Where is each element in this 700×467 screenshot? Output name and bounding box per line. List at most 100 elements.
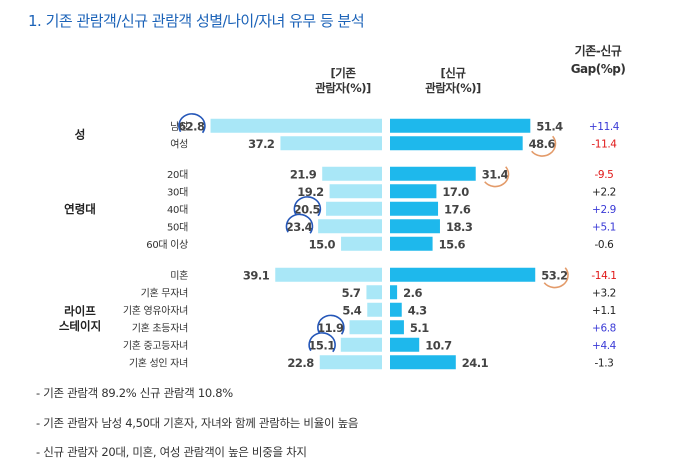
- highlight-circle-new: [531, 135, 557, 157]
- note-visitor-share: - 기존 관람객 89.2% 신규 관람객 10.8%: [36, 386, 233, 400]
- highlight-circle-new: [484, 166, 510, 188]
- group-label: 스테이지: [59, 319, 101, 333]
- row-label: 여성: [170, 138, 188, 150]
- row-label: 기혼 무자녀: [141, 286, 188, 299]
- new-value-label: 51.4: [536, 119, 563, 133]
- new-bar: [390, 320, 404, 335]
- existing-bar: [341, 236, 382, 251]
- existing-value-label: 15.1: [308, 338, 335, 352]
- highlight-circle-existing: [293, 196, 322, 217]
- gap-header-line1: 기존-신규: [574, 44, 622, 58]
- existing-value-label: 20.5: [294, 202, 321, 216]
- existing-value-label: 62.8: [178, 119, 205, 133]
- new-bar: [390, 136, 523, 151]
- existing-bar: [319, 355, 382, 370]
- new-value-label: 18.3: [446, 220, 473, 234]
- new-value-label: 15.6: [439, 237, 466, 251]
- existing-value-label: 39.1: [243, 268, 270, 282]
- gap-value: +5.1: [592, 221, 616, 233]
- existing-visitors-header: [기존 관람자(%)]: [298, 66, 388, 96]
- new-bar: [390, 355, 456, 370]
- note-new-profile: - 신규 관람자 20대, 미혼, 여성 관람객이 높은 비중을 차지: [36, 445, 307, 459]
- new-value-label: 10.7: [425, 338, 452, 352]
- new-bar: [390, 201, 439, 216]
- new-value-label: 17.6: [444, 202, 471, 216]
- group-label: 성: [75, 128, 86, 142]
- highlight-circle-existing: [178, 113, 206, 134]
- existing-bar: [340, 337, 382, 352]
- gap-value: +4.4: [592, 340, 617, 352]
- new-value-label: 53.2: [541, 268, 567, 282]
- new-bar: [390, 302, 402, 317]
- existing-bar: [367, 302, 382, 317]
- existing-bar: [210, 118, 382, 133]
- existing-value-label: 37.2: [248, 137, 274, 151]
- existing-value-label: 15.0: [309, 237, 336, 251]
- new-bar: [390, 236, 433, 251]
- existing-value-label: 19.2: [297, 185, 323, 199]
- row-label: 30대: [167, 186, 188, 198]
- note-existing-profile: - 기존 관람자 남성 4,50대 기혼자, 자녀와 함께 관람하는 비율이 높…: [36, 416, 359, 430]
- existing-value-label: 5.4: [342, 303, 361, 317]
- highlight-circle-existing: [317, 314, 345, 335]
- existing-bar: [322, 166, 382, 181]
- existing-header-line2: 관람자(%)]: [315, 81, 371, 95]
- highlight-circle-existing: [285, 213, 314, 234]
- existing-value-label: 21.9: [290, 167, 317, 181]
- existing-value-label: 5.7: [342, 286, 361, 300]
- row-label: 기혼 중고등자녀: [123, 339, 188, 352]
- new-value-label: 24.1: [462, 356, 489, 370]
- group-label: 라이프: [64, 304, 96, 318]
- existing-bar: [326, 201, 382, 216]
- row-label: 20대: [167, 169, 188, 181]
- group-label: 연령대: [64, 202, 96, 216]
- new-header-line2: 관람자(%)]: [425, 81, 481, 95]
- new-bar: [390, 184, 437, 199]
- gap-value: -14.1: [591, 270, 616, 282]
- gap-value: +6.8: [592, 322, 616, 334]
- gap-value: +3.2: [592, 287, 616, 299]
- row-label: 60대 이상: [146, 239, 188, 251]
- existing-value-label: 11.9: [317, 321, 344, 335]
- new-header-line1: [신규: [440, 66, 466, 80]
- existing-value-label: 23.4: [286, 220, 313, 234]
- existing-bar: [366, 285, 382, 300]
- existing-bar: [349, 320, 382, 335]
- new-bar: [390, 337, 420, 352]
- new-bar: [390, 267, 536, 282]
- gap-value: -11.4: [591, 138, 617, 150]
- gap-value: -0.6: [595, 239, 615, 251]
- existing-bar: [280, 136, 382, 151]
- existing-value-label: 22.8: [287, 356, 314, 370]
- gap-value: +2.9: [592, 204, 616, 216]
- highlight-circle-new: [543, 267, 569, 289]
- gap-header: 기존-신규 Gap(%p): [558, 42, 638, 78]
- new-visitors-header: [신규 관람자(%)]: [408, 66, 498, 96]
- gap-value: +2.2: [592, 186, 616, 198]
- new-value-label: 17.0: [442, 185, 469, 199]
- new-bar: [390, 166, 476, 181]
- highlight-circle-existing: [308, 332, 336, 353]
- new-value-label: 31.4: [482, 167, 509, 181]
- row-label: 기혼 영유아자녀: [123, 304, 188, 317]
- existing-bar: [329, 184, 382, 199]
- row-label: 40대: [167, 204, 188, 216]
- new-value-label: 2.6: [403, 286, 422, 300]
- page-title: 1. 기존 관람객/신규 관람객 성별/나이/자녀 유무 등 분석: [28, 12, 365, 30]
- row-label: 기혼 성인 자녀: [129, 356, 188, 369]
- new-bar: [390, 118, 531, 133]
- row-label: 50대: [167, 221, 188, 233]
- new-bar: [390, 285, 398, 300]
- new-value-label: 4.3: [408, 303, 427, 317]
- existing-header-line1: [기존: [330, 66, 356, 80]
- gap-value: -9.5: [595, 169, 614, 181]
- existing-bar: [318, 219, 382, 234]
- gap-header-line2: Gap(%p): [570, 62, 626, 76]
- row-label: 기혼 초등자녀: [132, 321, 188, 334]
- existing-bar: [275, 267, 382, 282]
- new-value-label: 5.1: [410, 321, 429, 335]
- row-label: 미혼: [170, 269, 188, 282]
- new-bar: [390, 219, 440, 234]
- gap-value: -1.3: [595, 357, 614, 369]
- gap-value: +11.4: [589, 121, 620, 133]
